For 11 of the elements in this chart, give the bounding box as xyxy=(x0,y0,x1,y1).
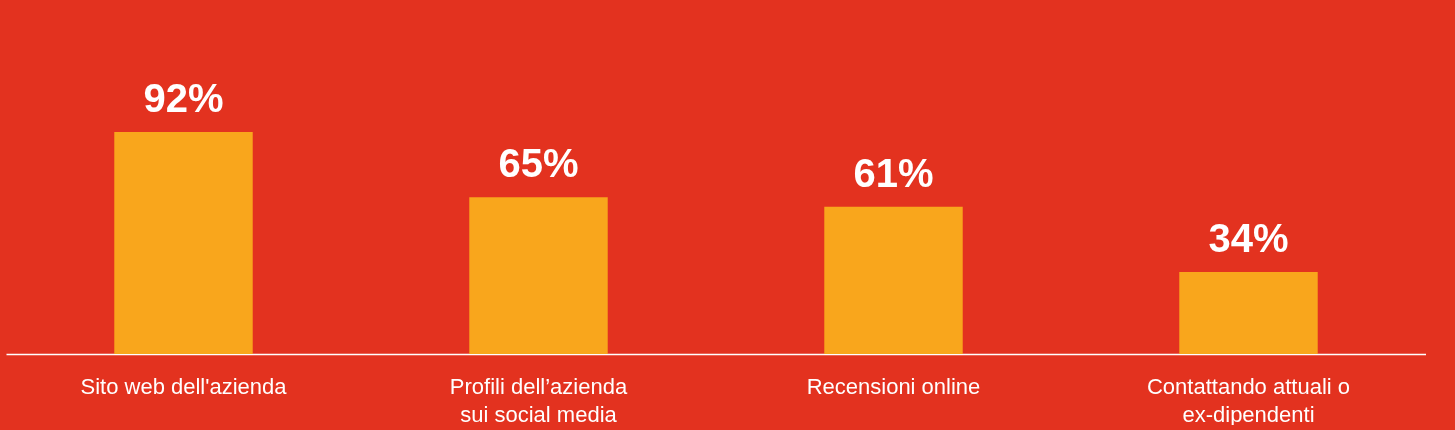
data-label: 34% xyxy=(1208,215,1289,260)
x-tick-label: Profili dell’azienda sui social media xyxy=(449,373,628,427)
x-tick-label: Sito web dell'azienda xyxy=(80,373,288,399)
bar xyxy=(1179,271,1318,354)
data-label: 92% xyxy=(143,76,224,120)
data-label: 65% xyxy=(498,141,579,186)
bar xyxy=(824,206,963,354)
data-label: 61% xyxy=(853,150,934,195)
x-tick-label: Recensioni online xyxy=(806,373,981,399)
bar xyxy=(114,132,253,354)
bar xyxy=(469,197,608,354)
